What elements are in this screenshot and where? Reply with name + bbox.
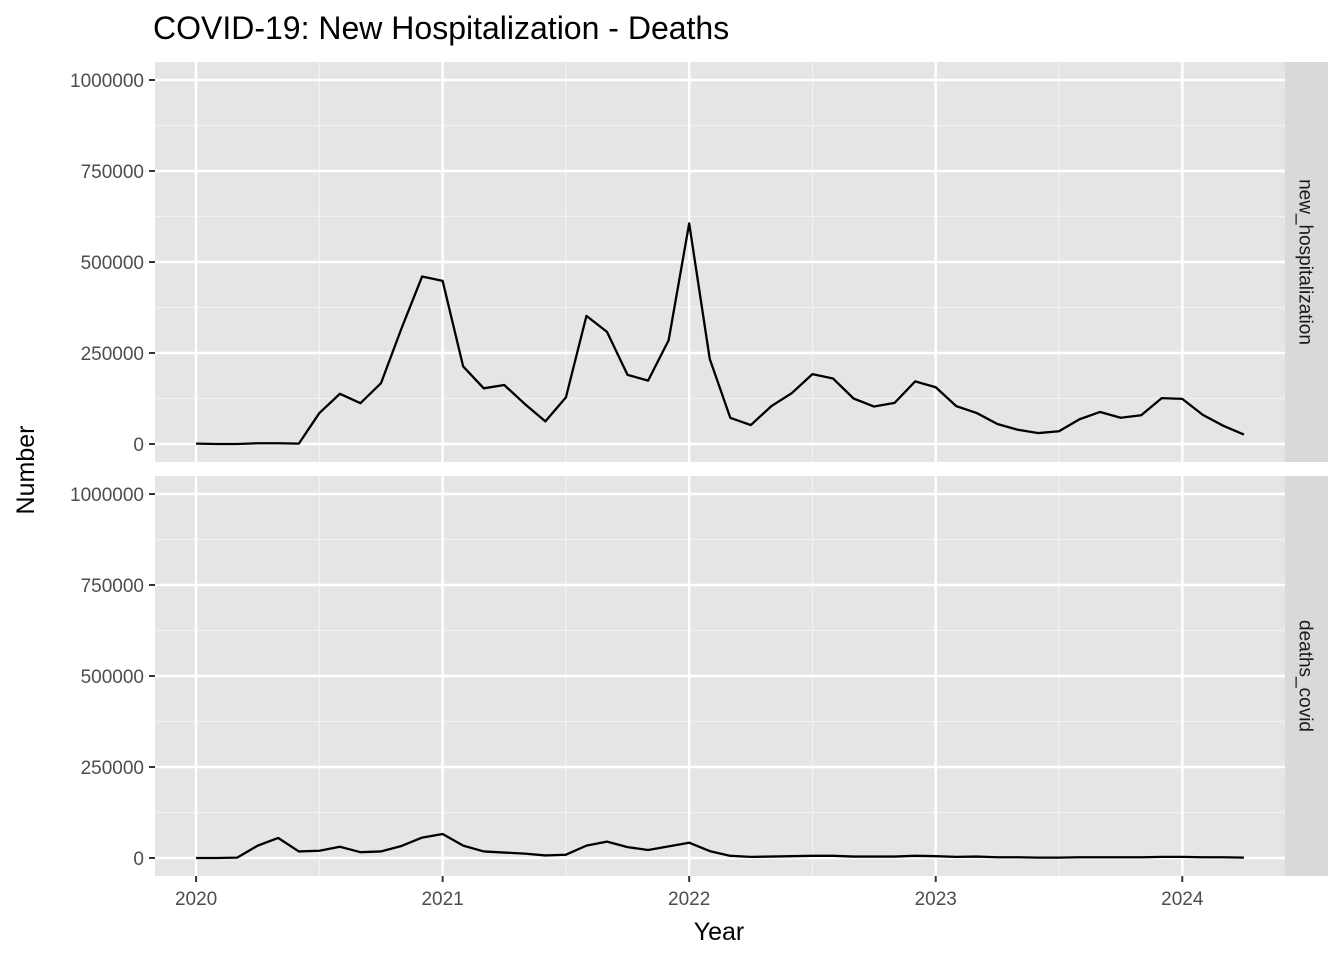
x-tick-label: 2020 — [175, 889, 217, 910]
y-tick-label: 750000 — [81, 576, 144, 597]
chart-title: COVID-19: New Hospitalization - Deaths — [153, 10, 729, 46]
panels: 0 250000 500000 750000 1000000 new_hospitaliz… — [70, 62, 1328, 876]
y-tick-label: 0 — [133, 849, 144, 870]
y-tick-label: 0 — [133, 435, 144, 456]
y-axis-title: Number — [12, 426, 40, 515]
series-line-new_hospitalization — [196, 222, 1245, 446]
x-axis: 2020 2021 2022 2023 2024 — [175, 876, 1204, 910]
x-tick-label: 2021 — [421, 889, 463, 910]
y-tick-label: 1000000 — [70, 71, 144, 92]
y-tick-label: 250000 — [81, 344, 144, 365]
y-tick-label: 500000 — [81, 253, 144, 274]
series-line-deaths_covid — [196, 832, 1244, 860]
facet-strip — [1285, 476, 1328, 876]
y-tick-label: 750000 — [81, 162, 144, 183]
facet-strip — [1285, 62, 1328, 462]
x-axis-title: Year — [694, 918, 745, 946]
x-tick-label: 2022 — [668, 889, 710, 910]
facet-strip-label: deaths_covid — [1295, 620, 1316, 732]
y-tick-label: 1000000 — [70, 485, 144, 506]
panel-deaths_covid: 0 250000 500000 750000 1000000 deaths_covid — [70, 476, 1328, 876]
facet-strip-label: new_hospitalization — [1295, 179, 1316, 345]
x-tick-label: 2023 — [915, 889, 957, 910]
panel-new_hospitalization: 0 250000 500000 750000 1000000 new_hospitaliz… — [70, 62, 1328, 462]
y-tick-label: 500000 — [81, 667, 144, 688]
y-tick-label: 250000 — [81, 758, 144, 779]
x-tick-label: 2024 — [1161, 889, 1204, 910]
